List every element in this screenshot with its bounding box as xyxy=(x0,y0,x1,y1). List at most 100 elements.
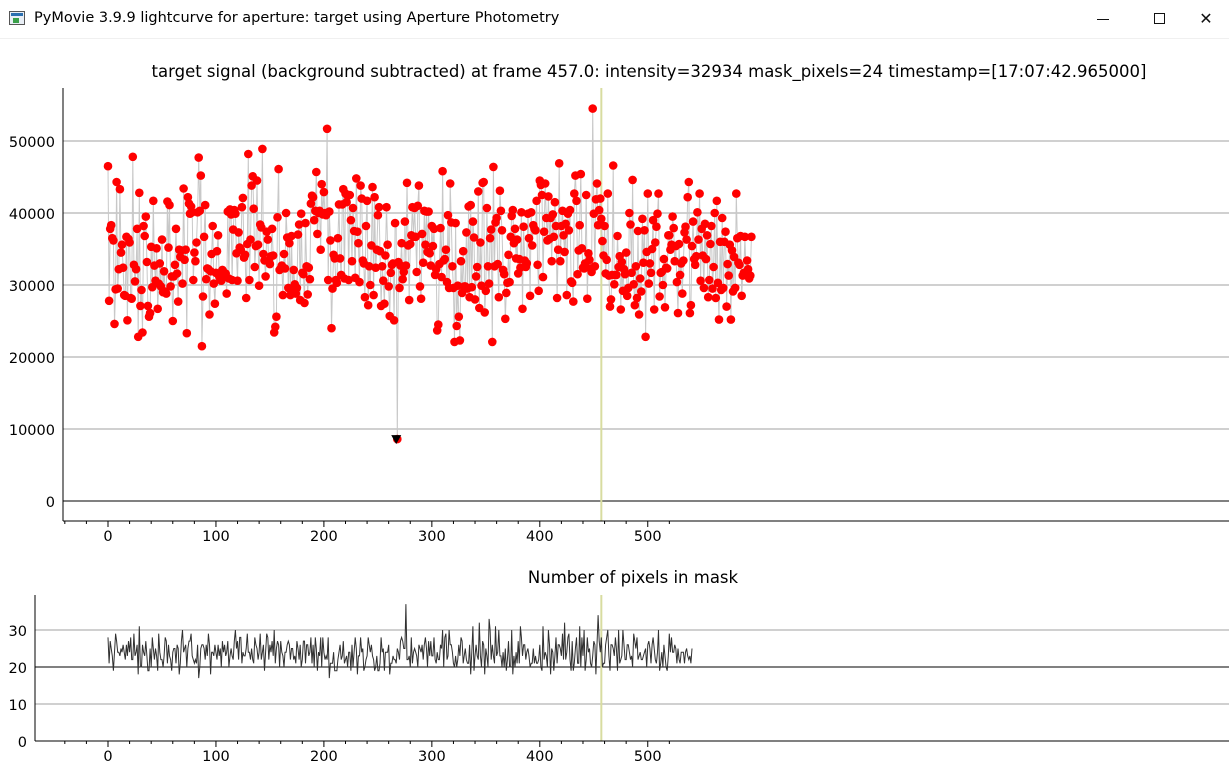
intensity-point xyxy=(703,292,713,302)
window-title: PyMovie 3.9.9 lightcurve for aperture: t… xyxy=(34,10,560,26)
intensity-point xyxy=(518,304,527,314)
maximize-icon xyxy=(1154,13,1165,24)
intensity-point xyxy=(139,221,148,231)
intensity-point xyxy=(265,259,275,269)
intensity-point xyxy=(476,238,485,247)
intensity-point xyxy=(113,284,122,293)
intensity-point xyxy=(453,281,463,291)
intensity-point xyxy=(412,267,422,277)
intensity-point xyxy=(652,222,661,231)
intensity-point xyxy=(259,249,268,259)
close-button[interactable]: ✕ xyxy=(1183,0,1229,38)
intensity-point xyxy=(179,184,188,193)
intensity-point xyxy=(695,189,704,198)
intensity-point xyxy=(200,200,210,210)
intensity-point xyxy=(356,181,365,190)
intensity-point xyxy=(524,233,534,243)
intensity-point xyxy=(240,250,250,260)
intensity-point xyxy=(380,299,389,309)
intensity-point xyxy=(634,310,644,319)
intensity-y-tick-label: 0 xyxy=(46,495,55,511)
intensity-point xyxy=(155,259,165,268)
intensity-point xyxy=(104,296,114,306)
minimize-button[interactable] xyxy=(1080,0,1126,38)
title-bar[interactable]: PyMovie 3.9.9 lightcurve for aperture: t… xyxy=(0,0,1229,39)
intensity-point xyxy=(714,315,724,324)
intensity-point xyxy=(355,277,364,287)
intensity-point xyxy=(205,310,214,319)
intensity-point xyxy=(471,272,481,281)
intensity-point xyxy=(192,238,201,247)
intensity-point xyxy=(404,295,414,305)
intensity-points xyxy=(103,104,756,445)
intensity-point xyxy=(208,221,217,231)
intensity-point xyxy=(273,213,282,222)
intensity-point xyxy=(621,248,631,257)
intensity-point xyxy=(533,260,542,270)
intensity-point xyxy=(250,262,260,272)
intensity-point xyxy=(178,279,187,288)
intensity-point xyxy=(445,179,455,188)
intensity-point xyxy=(712,196,722,206)
intensity-point xyxy=(164,243,173,252)
intensity-point xyxy=(241,293,251,303)
intensity-point xyxy=(212,246,222,256)
intensity-point xyxy=(646,268,656,278)
intensity-point xyxy=(379,276,388,286)
intensity-point xyxy=(669,223,678,233)
intensity-point xyxy=(641,332,650,342)
intensity-point xyxy=(458,246,468,256)
intensity-point xyxy=(361,221,371,231)
intensity-point xyxy=(556,256,565,266)
intensity-point xyxy=(402,178,412,188)
intensity-point xyxy=(717,213,727,223)
intensity-point xyxy=(605,302,615,311)
intensity-point xyxy=(626,220,635,229)
intensity-y-tick-label: 20000 xyxy=(9,351,55,367)
intensity-point xyxy=(508,205,518,215)
intensity-point xyxy=(684,177,694,187)
intensity-x-tick-label: 100 xyxy=(202,529,230,545)
intensity-point xyxy=(735,260,744,270)
intensity-point xyxy=(633,226,643,236)
intensity-point xyxy=(312,167,321,177)
intensity-point xyxy=(719,283,728,293)
intensity-point xyxy=(421,240,430,249)
intensity-point xyxy=(637,287,646,296)
intensity-point xyxy=(325,207,334,216)
intensity-point xyxy=(170,260,180,270)
intensity-point xyxy=(406,239,415,249)
maximize-button[interactable] xyxy=(1137,0,1183,38)
intensity-point xyxy=(398,274,408,284)
intensity-point xyxy=(651,238,660,247)
intensity-point xyxy=(617,257,627,267)
intensity-tick-labels: 0 10000 20000 30000 40000 50000 0 100 200 300 400 5… xyxy=(9,135,662,545)
intensity-point xyxy=(608,161,618,170)
intensity-point xyxy=(675,270,685,280)
intensity-point xyxy=(173,297,183,306)
intensity-point xyxy=(552,293,562,303)
intensity-plot[interactable]: target signal (background subtracted) at… xyxy=(9,62,1229,545)
intensity-point xyxy=(616,305,626,314)
intensity-point xyxy=(437,272,446,282)
intensity-point xyxy=(316,245,326,254)
intensity-point xyxy=(384,282,394,291)
intensity-point xyxy=(693,208,702,217)
intensity-point xyxy=(455,336,465,345)
mask-pixels-x-tick-label: 400 xyxy=(526,749,554,765)
intensity-point xyxy=(137,285,146,295)
intensity-point xyxy=(474,187,483,196)
intensity-point xyxy=(165,200,174,210)
mask-pixels-x-tick-label: 0 xyxy=(103,749,112,765)
intensity-point xyxy=(279,249,289,259)
intensity-point xyxy=(296,209,306,218)
intensity-point xyxy=(440,254,450,264)
intensity-point xyxy=(727,246,737,255)
intensity-point xyxy=(348,203,358,213)
intensity-point xyxy=(549,232,559,242)
intensity-point xyxy=(287,231,296,241)
intensity-point xyxy=(103,161,113,171)
intensity-point xyxy=(237,202,247,212)
intensity-point xyxy=(245,275,254,285)
